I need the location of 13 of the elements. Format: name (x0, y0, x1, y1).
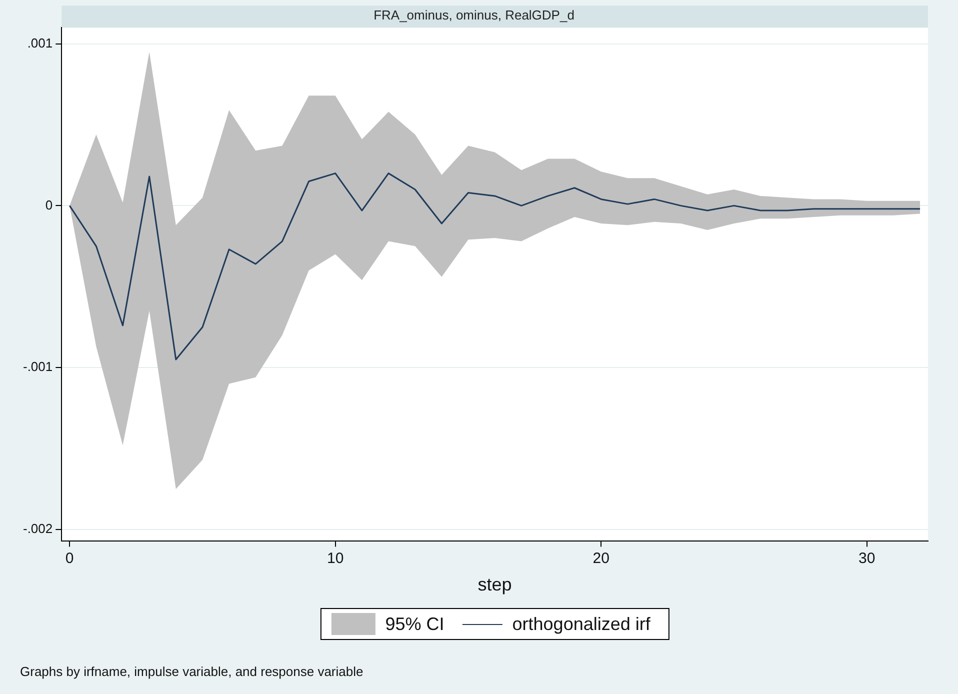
y-tick-label: -.001 (22, 359, 53, 374)
legend-label: orthogonalized irf (512, 614, 650, 635)
x-tick-label: 0 (65, 550, 74, 567)
y-tick-label: 0 (45, 197, 53, 212)
y-tick-label: .001 (27, 35, 53, 50)
y-tick-label: -.002 (22, 521, 53, 536)
x-tick-label: 30 (858, 550, 876, 567)
text: 95% CI (385, 614, 444, 635)
x-tick-label: 10 (327, 550, 344, 567)
x-tick-label: 20 (592, 550, 610, 567)
text: Graphs by irfname, impulse variable, and response variable (20, 664, 364, 679)
chart-title: FRA_ominus, ominus, RealGDP_d (374, 7, 574, 22)
x-axis-title: step (478, 574, 512, 595)
